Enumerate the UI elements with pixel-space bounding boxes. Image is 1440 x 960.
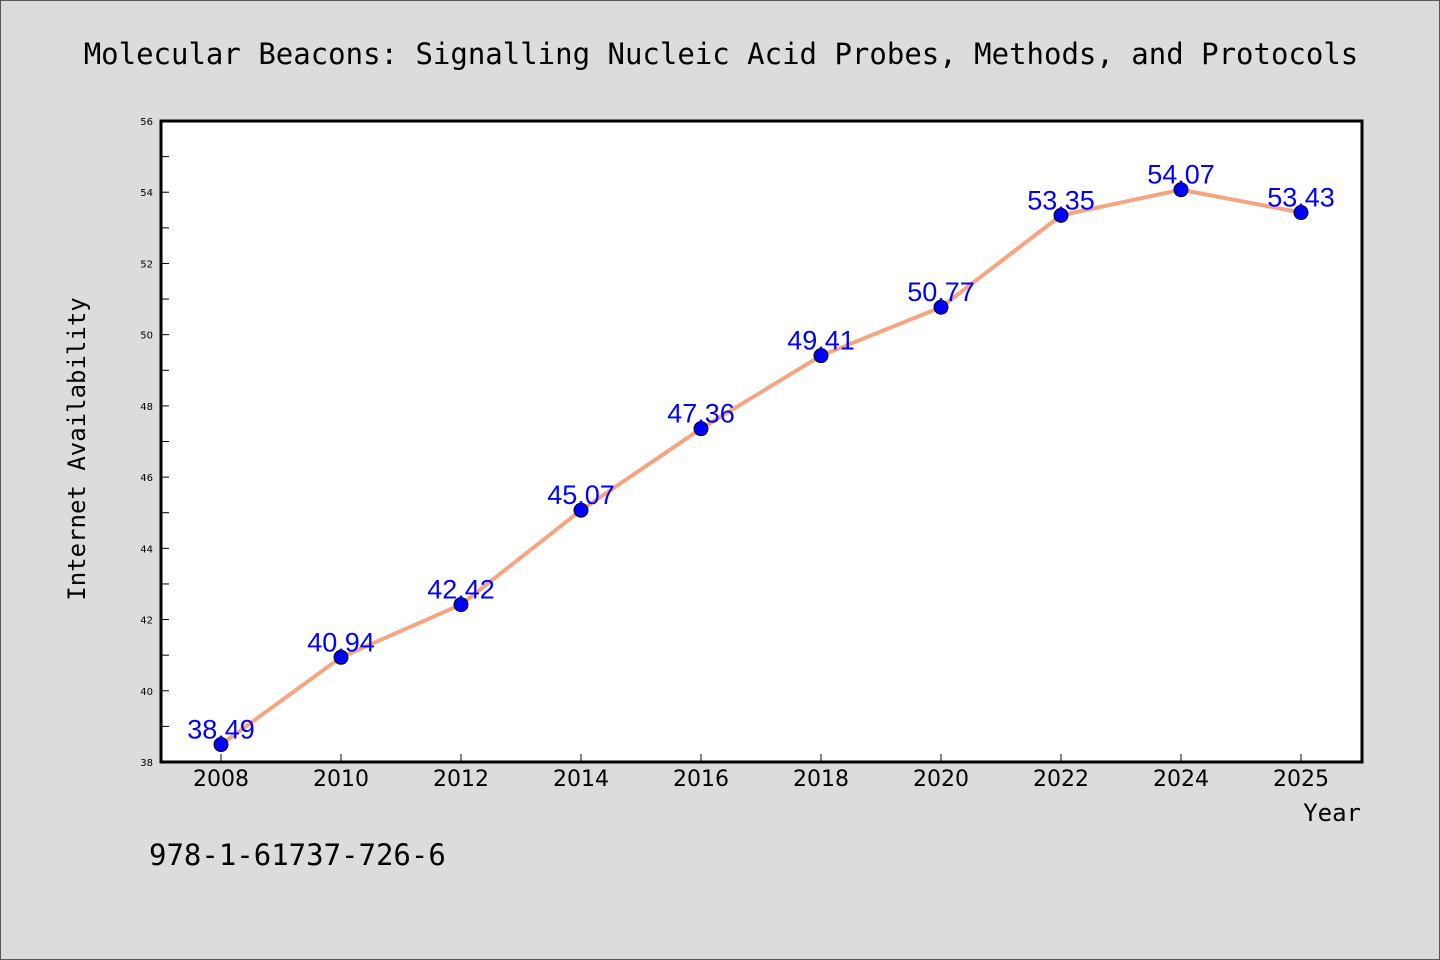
data-point — [693, 421, 709, 437]
y-tick-label: 40 — [140, 687, 153, 698]
data-label: 53.35 — [1027, 185, 1095, 215]
x-tick-label: 2025 — [1273, 767, 1329, 792]
data-point — [213, 737, 229, 753]
x-tick-label: 2020 — [913, 767, 969, 792]
y-tick-label: 38 — [140, 758, 153, 769]
x-tick-label: 2010 — [313, 767, 369, 792]
data-point — [1173, 182, 1189, 198]
x-tick-label: 2016 — [673, 767, 729, 792]
y-tick-label: 46 — [140, 473, 153, 484]
data-point — [573, 502, 589, 518]
data-label: 47.36 — [667, 399, 735, 429]
x-tick-label: 2014 — [553, 767, 609, 792]
y-tick-label: 50 — [140, 331, 153, 342]
y-tick-label: 54 — [140, 188, 153, 199]
x-axis: 2008 2010 2012 2014 2016 2018 2020 2022 2024 2025 — [193, 754, 1329, 792]
chart-title: Molecular Beacons: Signalling Nucleic Ac… — [84, 37, 1359, 71]
y-tick-label: 48 — [140, 402, 153, 413]
data-point — [813, 348, 829, 364]
data-label: 53.43 — [1267, 183, 1335, 213]
data-point — [933, 299, 949, 315]
x-tick-label: 2018 — [793, 767, 849, 792]
y-tick-label: 56 — [140, 117, 153, 128]
plot-area — [161, 121, 1362, 762]
data-point — [453, 597, 469, 613]
data-label: 54.07 — [1147, 160, 1215, 190]
y-axis: 38 40 42 44 46 48 50 52 54 56 — [140, 117, 169, 769]
x-tick-label: 2022 — [1033, 767, 1089, 792]
x-tick-label: 2012 — [433, 767, 489, 792]
series-line — [219, 187, 1303, 747]
data-label: 40.94 — [307, 627, 375, 657]
isbn-text: 978-1-61737-726-6 — [149, 838, 446, 872]
data-label: 50.77 — [907, 277, 975, 307]
series-layer — [213, 182, 1309, 753]
y-tick-label: 42 — [140, 616, 153, 627]
data-label-layer: 38.49 40.94 42.42 45.07 47.36 49.41 50.77 53.35… — [187, 160, 1335, 745]
x-tick-label: 2024 — [1153, 767, 1209, 792]
data-point — [1053, 207, 1069, 223]
y-tick-label: 44 — [140, 544, 153, 555]
data-label: 42.42 — [427, 575, 495, 605]
y-axis-label: Internet Availability — [63, 297, 91, 600]
data-label: 49.41 — [787, 326, 855, 356]
data-point — [333, 649, 349, 665]
y-tick-label: 52 — [140, 259, 153, 270]
x-axis-label: Year — [1303, 799, 1361, 827]
data-point — [1293, 205, 1309, 221]
data-label: 45.07 — [547, 480, 615, 510]
plot-frame — [159, 119, 1364, 764]
data-label: 38.49 — [187, 715, 255, 745]
x-tick-label: 2008 — [193, 767, 249, 792]
